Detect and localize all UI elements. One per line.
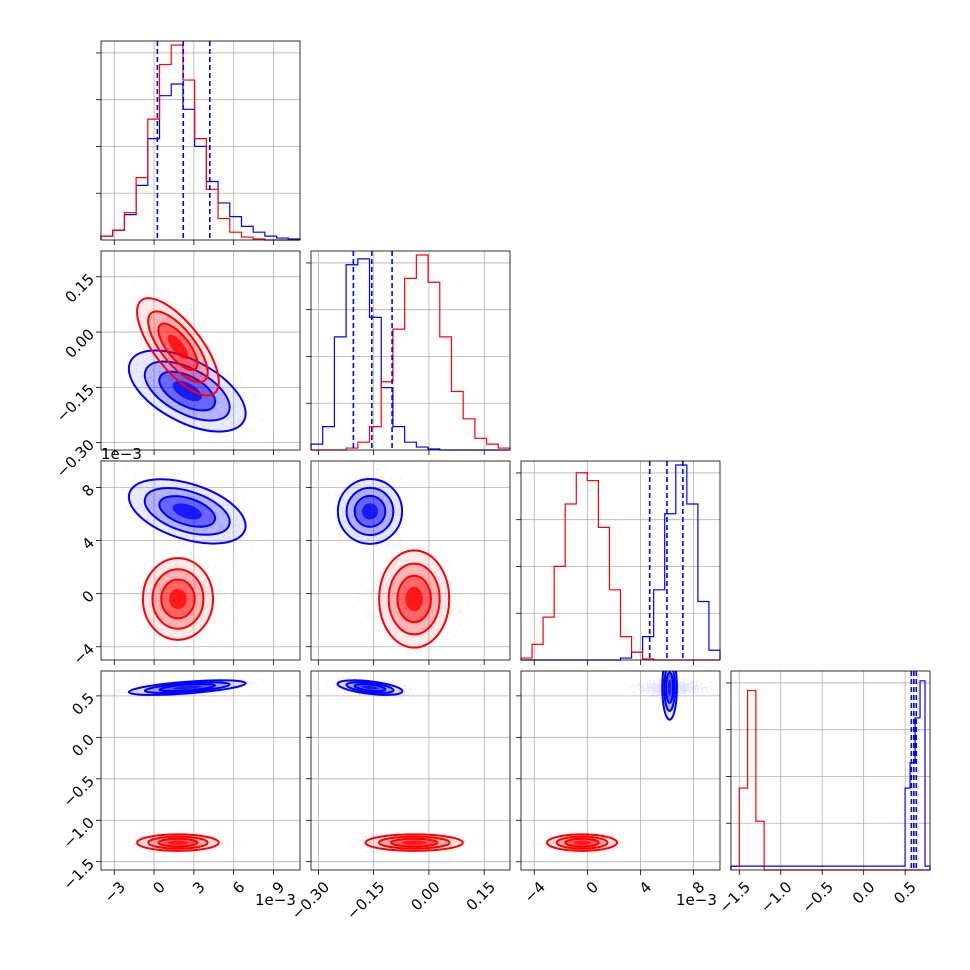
x-tick-label: −0.5 [798,878,836,916]
contour-red [167,334,189,359]
contour-blue [172,503,202,520]
contour-red [402,840,427,845]
contour-blue [172,685,202,690]
panel-frame [100,670,301,871]
contour-red [573,840,591,845]
contour-blue [667,679,672,696]
pair-content [101,467,268,660]
x-tick-label: 6 [229,878,248,897]
contour-red [169,588,187,610]
hist-series-red [100,44,300,241]
y-tick-label: −0.30 [53,436,98,481]
hist-series-red [730,689,930,871]
x-tick-label: −4 [521,878,549,906]
y-tick-label: 0.5 [68,689,98,719]
pair-panel-3-1: −0.30 −0.15 0.00 0.15 [288,670,511,923]
y-tick-label: 0.15 [62,270,98,306]
pair-panel-1-0: −0.30 −0.15 0.00 0.15 [53,250,301,481]
panel-frame [730,670,931,871]
y-tick-label: 0.00 [62,325,98,361]
pair-panel-3-0: −3 0 3 6 9−1.5−1.0−0.50.00.5 [60,670,301,906]
y-tick-label: −1.5 [60,855,98,893]
x-tick-label: 0.15 [463,878,499,914]
y-tick-label: 0 [79,587,98,606]
pair-panel-2-0: −4 0 4 8 [70,460,301,668]
x-tick-label: 0.0 [849,878,879,908]
y-tick-label: −0.15 [53,381,98,426]
hist-series-blue [100,83,301,240]
panel-frame [100,460,301,661]
x-tick-label: −3 [101,878,129,906]
y-tick-label: 8 [79,481,98,500]
contour-blue [172,380,202,402]
hist-panel-0 [96,40,301,245]
x-tick-label: 0.00 [407,878,443,914]
panel-frame [100,250,301,451]
hist-series-red [311,254,511,451]
y-tick-label: −1.0 [60,814,98,852]
x-tick-label: 0 [149,878,168,897]
panel-frame [100,40,301,241]
y-offset-label: 1e−3 [101,445,142,463]
hist-series-blue [730,680,931,870]
panel-frame [520,460,721,661]
pair-content [101,675,282,856]
panel-frame [310,250,511,451]
hist-panel-1 [306,250,511,455]
x-tick-label: 0 [583,878,602,897]
x-offset-label: 1e−3 [676,891,717,909]
x-tick-label: −1.0 [757,878,795,916]
x-tick-label: 3 [189,878,208,897]
contour-red [167,840,189,845]
pair-content [521,671,714,856]
y-tick-label: −4 [70,640,98,668]
contour-red [405,586,423,612]
panel-frame [310,460,511,661]
pair-panel-2-1 [306,460,511,665]
scatter-blue [108,467,268,561]
hist-panel-3: −1.5 −1.0 −0.5 0.0 0.5 [716,670,931,917]
pair-content [110,264,280,450]
hist-panel-2 [516,460,721,665]
hist-series-blue [310,258,510,451]
pair-content [321,461,504,649]
y-tick-label: −0.5 [60,772,98,810]
scatter-red [340,830,492,856]
y-tick-label: 4 [79,534,98,553]
contour-blue [361,503,378,520]
panel-frame [520,670,721,871]
x-offset-label: 1e−3 [255,891,296,909]
x-tick-label: −0.15 [343,878,388,923]
pair-panel-3-2: −4 0 4 8 [516,670,721,906]
y-tick-label: 0.0 [68,731,98,761]
x-tick-label: 4 [636,878,655,897]
x-tick-label: 0.5 [890,878,920,908]
panel-frame [310,670,511,871]
x-tick-label: −1.5 [716,878,754,916]
pair-content [317,676,492,856]
